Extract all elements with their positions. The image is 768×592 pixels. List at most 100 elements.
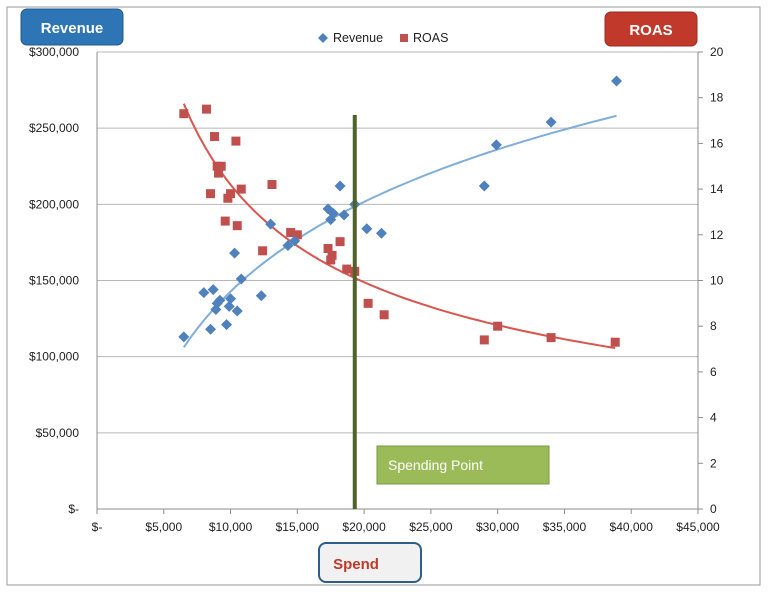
- y-right-tick-label: 10: [710, 274, 724, 288]
- roas-point: [206, 189, 216, 199]
- revenue-point: [229, 247, 241, 259]
- spend-axis-badge-label: Spend: [333, 556, 379, 573]
- y-left-tick-label: $-: [68, 502, 79, 516]
- revenue-point: [282, 239, 294, 251]
- roas-point: [327, 250, 337, 260]
- revenue-axis-badge-label: Revenue: [41, 20, 104, 37]
- spending-point-label: Spending Point: [388, 457, 483, 473]
- revenue-point: [223, 300, 235, 312]
- y-right-tick-label: 6: [710, 365, 717, 379]
- revenue-trendline: [182, 114, 617, 348]
- roas-point: [226, 189, 236, 199]
- revenue-point: [214, 294, 226, 306]
- legend-roas-marker: [400, 34, 408, 42]
- y-right-tick-label: 4: [710, 411, 717, 425]
- roas-point: [267, 180, 277, 190]
- y-right-tick-label: 20: [710, 45, 724, 59]
- axes: $- $50,000 $100,000 $150,000 $200,000 $250,00…: [29, 45, 724, 534]
- roas-point: [232, 221, 242, 231]
- roas-point: [214, 168, 224, 178]
- y-right-tick-label: 12: [710, 228, 724, 242]
- trendlines: [182, 103, 617, 349]
- y-right-tick-label: 8: [710, 319, 717, 333]
- legend-revenue-marker: [318, 33, 328, 43]
- revenue-axis-badge: [20, 8, 124, 46]
- roas-point: [379, 310, 389, 320]
- revenue-point: [178, 331, 190, 343]
- x-tick-label: $-: [92, 520, 103, 534]
- spend-axis-badge: [318, 542, 422, 583]
- revenue-point: [334, 180, 346, 192]
- annotation-layer: Spending Point: [376, 445, 550, 485]
- revenue-point: [225, 293, 237, 305]
- y-left-tick-label: $200,000: [29, 197, 79, 211]
- x-tick-label: $45,000: [676, 520, 720, 534]
- roas-axis-badge: [604, 11, 698, 47]
- roas-point: [236, 184, 246, 194]
- roas-point: [202, 104, 212, 114]
- roas-point: [231, 136, 241, 146]
- revenue-point: [205, 323, 217, 335]
- revenue-point: [478, 180, 490, 192]
- roas-point: [342, 264, 352, 274]
- roas-point: [479, 335, 489, 345]
- grid-lines: [97, 51, 698, 434]
- roas-point: [363, 298, 373, 308]
- x-tick-label: $35,000: [543, 520, 587, 534]
- axis-badges: Revenue ROAS Spend: [20, 8, 698, 583]
- revenue-point: [235, 273, 247, 285]
- x-tick-label: $15,000: [276, 520, 320, 534]
- roas-point: [326, 255, 336, 265]
- y-left-tick-label: $250,000: [29, 121, 79, 135]
- y-left-tick-label: $150,000: [29, 274, 79, 288]
- revenue-point: [361, 223, 373, 235]
- revenue-point: [490, 139, 502, 151]
- roas-trendline: [182, 103, 616, 349]
- y-left-tick-label: $50,000: [36, 426, 80, 440]
- revenue-point: [265, 218, 277, 230]
- roas-point: [292, 230, 302, 240]
- y-right-tick-label: 2: [710, 456, 717, 470]
- revenue-point: [221, 319, 233, 331]
- revenue-point: [198, 287, 210, 299]
- revenue-point: [289, 235, 301, 247]
- x-tick-label: $20,000: [342, 520, 386, 534]
- roas-point: [223, 193, 233, 203]
- revenue-point: [375, 227, 387, 239]
- roas-point: [286, 228, 296, 238]
- legend-revenue-label: Revenue: [333, 31, 383, 45]
- x-tick-label: $5,000: [145, 520, 182, 534]
- y-right-tick-label: 16: [710, 136, 724, 150]
- roas-point: [323, 244, 333, 254]
- roas-point: [220, 216, 230, 226]
- roas-point: [335, 237, 345, 247]
- revenue-point: [207, 284, 219, 296]
- x-tick-label: $25,000: [409, 520, 453, 534]
- revenue-point: [327, 207, 339, 219]
- spending-point-box: [376, 445, 550, 485]
- roas-point: [610, 337, 620, 347]
- revenue-point: [231, 305, 243, 317]
- roas-point: [210, 132, 220, 142]
- legend: Revenue ROAS: [318, 31, 448, 45]
- revenue-point: [338, 209, 350, 221]
- y-left-tick-label: $100,000: [29, 350, 79, 364]
- revenue-point: [255, 290, 267, 302]
- revenue-point: [611, 75, 623, 87]
- roas-point: [258, 246, 268, 256]
- y-left-tick-label: $300,000: [29, 45, 79, 59]
- y-right-tick-label: 18: [710, 91, 724, 105]
- x-tick-label: $10,000: [209, 520, 253, 534]
- y-right-tick-label: 14: [710, 182, 724, 196]
- roas-axis-badge-label: ROAS: [629, 22, 672, 39]
- roas-point: [216, 161, 226, 171]
- roas-point: [493, 321, 503, 331]
- y-right-tick-label: 0: [710, 502, 717, 516]
- chart-border: [6, 6, 761, 586]
- revenue-point: [545, 116, 557, 128]
- legend-roas-label: ROAS: [413, 31, 448, 45]
- x-tick-label: $40,000: [610, 520, 654, 534]
- x-tick-label: $30,000: [476, 520, 520, 534]
- roas-point: [179, 109, 189, 119]
